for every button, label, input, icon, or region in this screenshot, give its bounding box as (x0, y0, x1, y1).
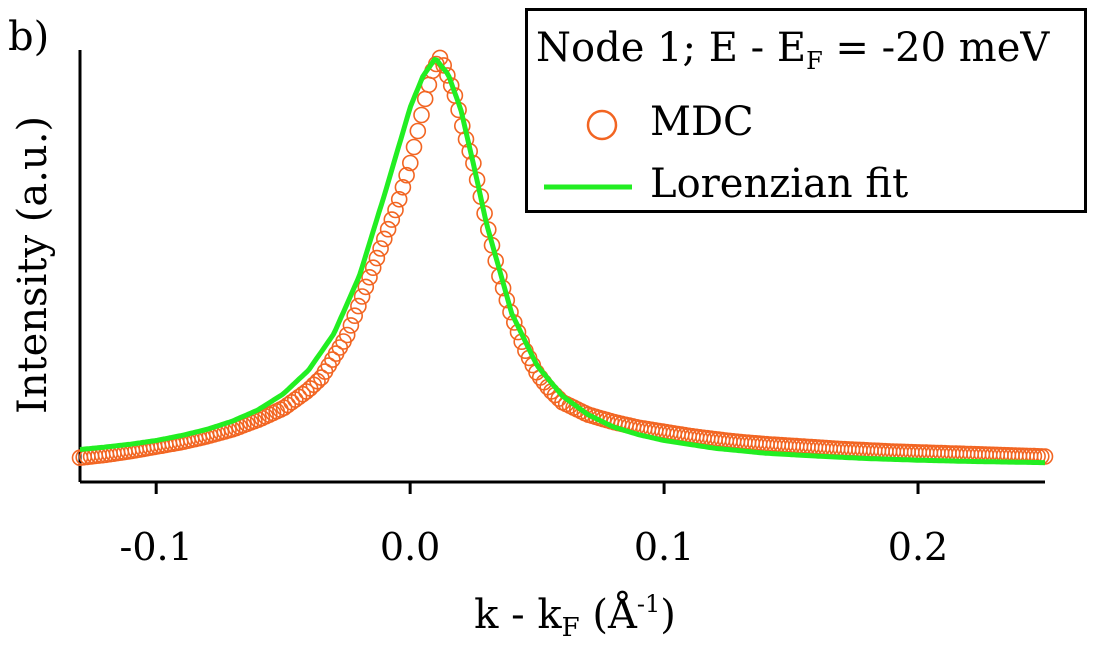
mdc-point (353, 288, 371, 305)
mdc-point (409, 122, 427, 140)
legend-label-mdc: MDC (650, 99, 754, 145)
mdc-point (361, 268, 378, 286)
mdc-point (439, 67, 456, 84)
mdc-point (379, 220, 397, 238)
y-axis-label: Intensity (a.u.) (10, 116, 56, 414)
mdc-point (383, 211, 401, 228)
mdc-point (1036, 448, 1054, 465)
mdc-point (346, 307, 364, 325)
mdc-point (338, 326, 356, 344)
series-fit (79, 57, 1046, 466)
x-tick-label: 0.2 (888, 525, 948, 569)
mdc-point (413, 106, 430, 124)
mdc-point (342, 317, 360, 334)
legend: Node 1; E - EF = -20 meV MDC Lorenzian f… (525, 8, 1087, 213)
mdc-point (394, 179, 412, 196)
panel-label: b) (8, 14, 50, 60)
open-circle-marker-icon (586, 109, 618, 141)
legend-item-mdc: MDC (528, 97, 1084, 153)
fit-line (79, 57, 1046, 466)
mdc-point (398, 166, 415, 184)
mdc-point (350, 297, 367, 315)
mdc-point (364, 259, 382, 277)
mdc-point (405, 138, 423, 156)
x-tick-label: -0.1 (120, 525, 193, 569)
mdc-point (390, 191, 408, 208)
mdc-point (368, 249, 386, 267)
x-axis-label: k - kF (Å-1) (474, 590, 676, 643)
x-tick-label: 0.1 (634, 525, 694, 569)
x-ticks: -0.1 0.0 0.1 0.2 (120, 482, 948, 569)
mdc-point (357, 278, 375, 296)
line-marker-icon (544, 184, 632, 190)
mdc-point (401, 154, 419, 172)
x-tick-label: 0.0 (380, 525, 440, 569)
mdc-point (416, 90, 434, 108)
legend-title: Node 1; E - EF = -20 meV (536, 25, 1050, 75)
mdc-point (387, 201, 404, 219)
mdc-point (372, 240, 389, 257)
mdc-point (375, 230, 393, 248)
legend-item-fit: Lorenzian fit (528, 159, 1084, 215)
mdc-point (435, 57, 453, 74)
legend-label-fit: Lorenzian fit (650, 161, 909, 207)
axes (78, 50, 1045, 484)
